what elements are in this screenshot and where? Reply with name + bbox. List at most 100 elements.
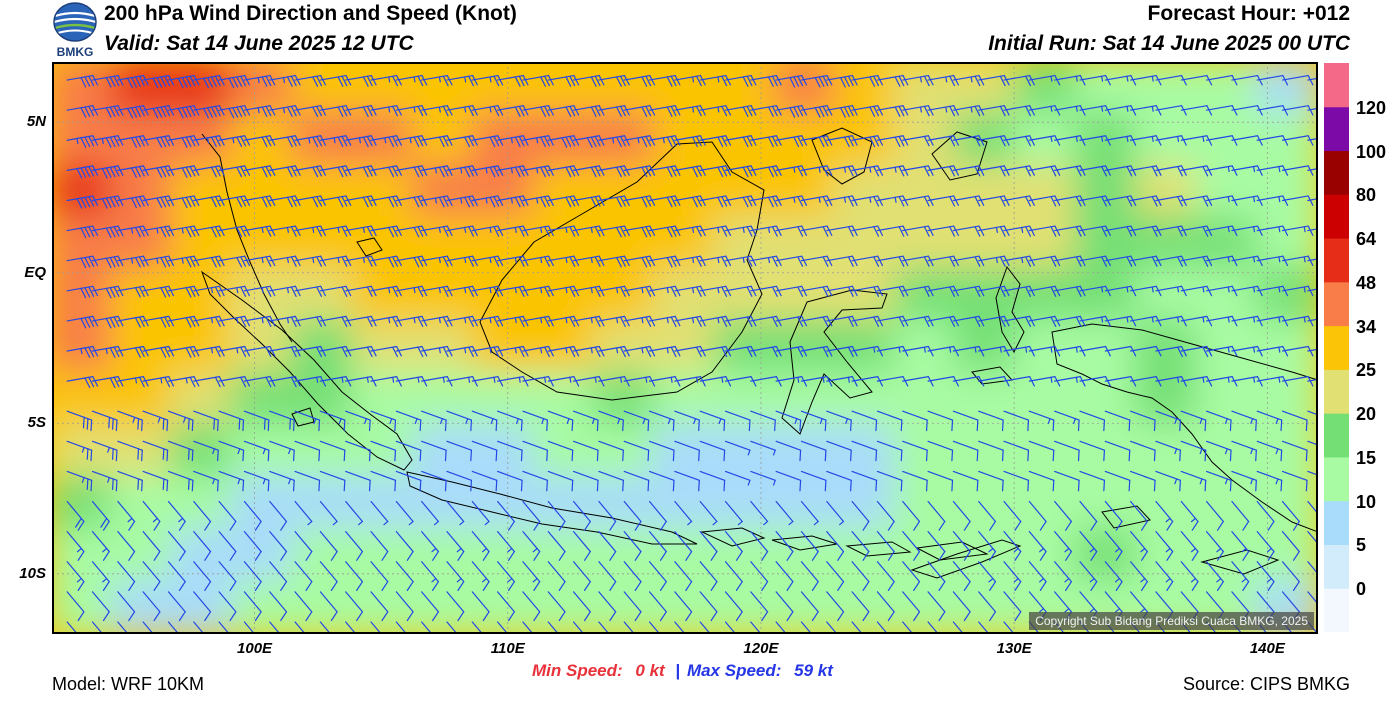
wind-barb (547, 74, 580, 87)
wind-barb (1003, 531, 1022, 561)
wind-barb (193, 225, 225, 238)
wind-barb (421, 105, 453, 117)
speed-cell (351, 476, 416, 532)
wind-barb (800, 165, 833, 177)
wind-barb (978, 345, 1010, 357)
wind-barb (952, 135, 985, 147)
wind-barb (66, 285, 99, 299)
wind-barb (522, 285, 554, 297)
wind-barb (370, 440, 397, 462)
wind-barb (395, 285, 428, 297)
wind-barb (547, 531, 566, 561)
source-label: Source: CIPS BMKG (1182, 674, 1350, 694)
wind-barb (826, 531, 845, 561)
wind-barb (674, 74, 706, 87)
wind-barb (1231, 225, 1263, 237)
speed-cell (110, 268, 175, 324)
wind-barb (193, 531, 212, 561)
wind-barb (1281, 376, 1314, 387)
wind-barb (395, 345, 428, 358)
wind-barb (648, 225, 681, 238)
wind-barb (699, 345, 732, 358)
valid-time: Valid: Sat 14 June 2025 12 UTC (104, 32, 414, 55)
wind-barb (1155, 500, 1174, 531)
wind-barb (395, 621, 408, 634)
wind-barb (1104, 74, 1137, 86)
wind-barb (1281, 285, 1314, 297)
wind-barb (1054, 440, 1080, 462)
wind-barb (319, 531, 338, 561)
wind-barb (674, 195, 706, 208)
wind-barb (927, 105, 959, 117)
wind-barb (370, 135, 402, 148)
speed-cell (411, 424, 476, 480)
wind-barb (1130, 225, 1162, 237)
speed-cell (1135, 372, 1200, 428)
wind-barb (750, 470, 776, 486)
colorbar-segment (1324, 544, 1349, 589)
wind-barb (547, 135, 580, 148)
speed-cell (592, 580, 657, 634)
wind-barb (167, 470, 194, 492)
wind-barb (1180, 561, 1199, 591)
wind-barb (750, 440, 776, 456)
speed-cell (291, 476, 356, 532)
wind-barb (471, 440, 498, 462)
speed-cell (532, 164, 597, 220)
wind-barb (699, 165, 732, 178)
wind-barb (572, 195, 605, 208)
wind-barb (522, 345, 554, 358)
wind-barb (269, 165, 301, 178)
speed-cell (532, 216, 597, 272)
wind-barb (1104, 500, 1123, 531)
wind-barb (294, 500, 313, 526)
wind-barb (800, 621, 813, 634)
wind-barb (471, 255, 504, 267)
wind-barb (927, 621, 939, 634)
speed-cell (954, 62, 1019, 116)
wind-barb (395, 105, 428, 117)
wind-barb (269, 440, 295, 462)
colorbar-segment (1324, 194, 1349, 239)
wind-barb (1054, 225, 1086, 237)
wind-barb (471, 621, 484, 634)
wind-barb (319, 561, 338, 591)
wind-barb (775, 621, 788, 634)
wind-barb (1281, 135, 1314, 146)
wind-barb (1003, 561, 1022, 591)
wind-barb (902, 410, 928, 432)
wind-barb (927, 165, 959, 177)
wind-barb (1003, 255, 1035, 267)
wind-barb (66, 135, 99, 148)
wind-barb (978, 621, 990, 634)
wind-barb (623, 470, 650, 492)
wind-barb (572, 376, 605, 387)
wind-barb (167, 105, 200, 119)
wind-barb (1256, 531, 1275, 561)
wind-barb (724, 376, 757, 387)
wind-barb (1256, 135, 1289, 146)
wind-barb (927, 255, 959, 267)
speed-cell (894, 528, 959, 584)
wind-barb (319, 255, 352, 267)
speed-cell (1195, 476, 1260, 532)
wind-barb (1281, 470, 1308, 492)
wind-barb (800, 74, 833, 88)
wind-barb (699, 470, 726, 492)
wind-barb (1104, 440, 1131, 462)
wind-barb (142, 470, 169, 492)
wind-barb (699, 410, 726, 432)
wind-barb (1155, 315, 1187, 327)
wind-barb (471, 195, 504, 208)
wind-barb (1104, 225, 1137, 237)
speed-cell (713, 580, 778, 634)
wind-barb (1003, 105, 1035, 117)
speed-cell (170, 372, 235, 428)
wind-barb (319, 74, 352, 87)
wind-barb (294, 376, 326, 387)
wind-barb (572, 440, 599, 462)
wind-barb (1256, 376, 1289, 387)
wind-barb (826, 345, 858, 358)
wind-barb (1256, 285, 1289, 297)
wind-barb (1003, 470, 1030, 492)
